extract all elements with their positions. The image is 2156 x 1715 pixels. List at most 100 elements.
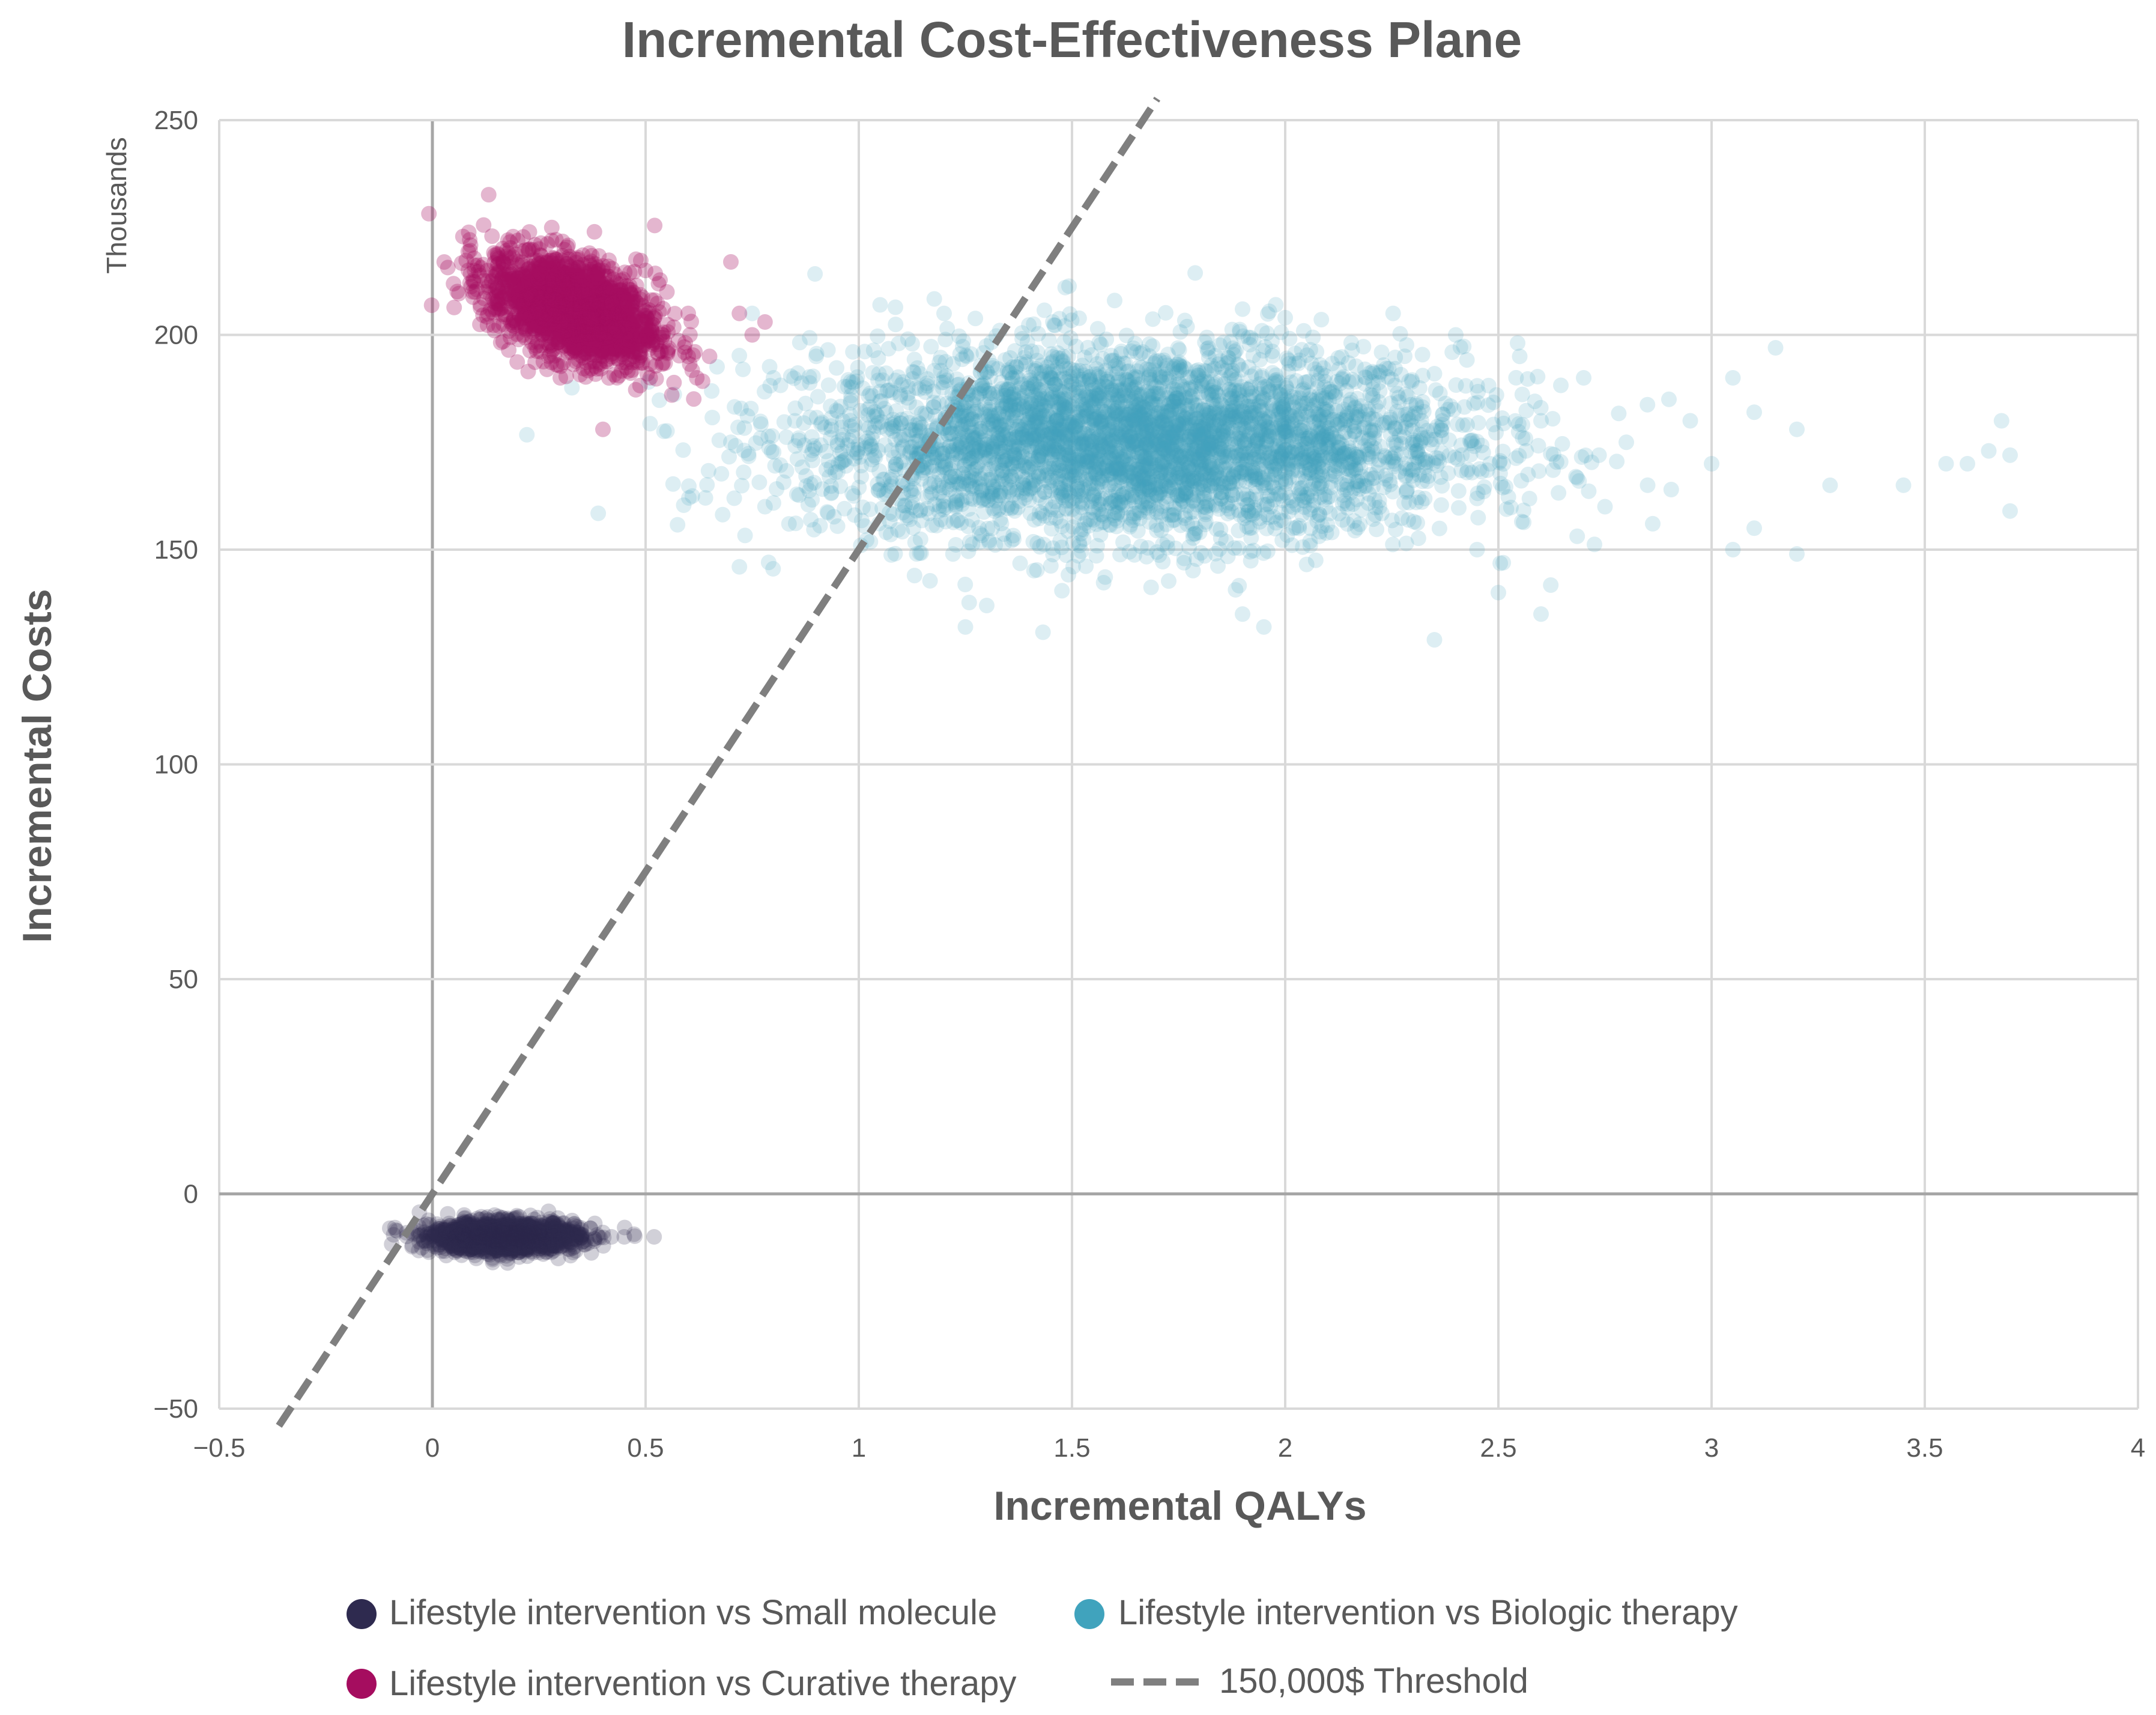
scatter-point — [1044, 425, 1061, 442]
scatter-point — [984, 408, 1000, 424]
scatter-point — [1009, 481, 1025, 497]
scatter-point — [906, 568, 922, 584]
scatter-point — [1131, 481, 1147, 497]
scatter-point — [1163, 402, 1179, 419]
scatter-point — [1367, 507, 1383, 523]
scatter-point — [1224, 321, 1240, 338]
scatter-point — [1143, 579, 1159, 595]
scatter-point — [1319, 401, 1334, 417]
scatter-point — [911, 420, 927, 436]
scatter-point — [1198, 504, 1214, 520]
scatter-point — [1064, 501, 1080, 517]
scatter-point — [986, 479, 1002, 495]
scatter-point — [1246, 332, 1262, 348]
scatter-point — [1004, 499, 1020, 515]
scatter-point — [807, 266, 823, 282]
scatter-point — [963, 454, 979, 470]
scatter-point — [1281, 498, 1297, 514]
scatter-point — [1488, 387, 1504, 403]
scatter-point — [1109, 506, 1125, 522]
scatter-point — [959, 428, 975, 444]
scatter-point — [879, 383, 895, 399]
scatter-point — [790, 433, 807, 448]
scatter-point — [1033, 426, 1049, 442]
scatter-point — [1301, 391, 1318, 407]
scatter-point — [1243, 530, 1259, 546]
scatter-point — [1314, 518, 1330, 534]
scatter-point — [1414, 473, 1431, 490]
scatter-point — [1404, 372, 1420, 388]
scatter-point — [1202, 412, 1218, 428]
scatter-point — [1056, 413, 1072, 429]
scatter-point — [1569, 470, 1585, 486]
scatter-point — [1026, 376, 1042, 392]
scatter-point — [819, 504, 835, 520]
scatter-point — [1106, 395, 1122, 411]
scatter-point — [872, 481, 888, 497]
scatter-point — [1034, 423, 1050, 440]
scatter-point — [1393, 366, 1409, 383]
scatter-point — [1002, 398, 1019, 414]
scatter-point — [1091, 335, 1107, 351]
scatter-point — [1302, 538, 1318, 554]
scatter-point — [899, 509, 915, 526]
scatter-point — [1242, 491, 1258, 507]
scatter-point — [1309, 365, 1325, 381]
scatter-point — [1327, 416, 1343, 433]
scatter-point — [1061, 493, 1077, 509]
scatter-point — [908, 380, 924, 396]
scatter-point — [1181, 474, 1198, 490]
scatter-point — [1182, 428, 1198, 445]
scatter-point — [912, 366, 928, 381]
scatter-point — [981, 386, 998, 402]
scatter-point — [985, 386, 1001, 402]
scatter-point — [1895, 477, 1912, 493]
scatter-point — [1102, 476, 1118, 493]
scatter-point — [1148, 409, 1164, 425]
scatter-point — [1238, 508, 1254, 523]
scatter-point — [1207, 384, 1223, 401]
scatter-point — [977, 396, 993, 413]
scatter-point — [906, 364, 922, 380]
scatter-point — [1071, 488, 1087, 503]
scatter-point — [1102, 451, 1118, 467]
scatter-point — [1139, 424, 1155, 440]
scatter-point — [1236, 433, 1252, 448]
scatter-point — [1124, 435, 1140, 451]
scatter-point — [1044, 472, 1061, 488]
scatter-point — [1217, 460, 1233, 476]
scatter-point — [1428, 450, 1444, 466]
scatter-point — [1274, 411, 1290, 428]
scatter-point — [1363, 438, 1379, 454]
scatter-point — [1129, 377, 1145, 392]
scatter-point — [1039, 386, 1055, 402]
scatter-point — [1181, 429, 1197, 445]
scatter-point — [1152, 439, 1169, 455]
scatter-point — [1289, 445, 1306, 461]
scatter-point — [1267, 388, 1283, 404]
scatter-point — [1385, 434, 1402, 451]
scatter-point — [1198, 423, 1214, 439]
scatter-point — [1312, 475, 1328, 491]
scatter-point — [1396, 495, 1412, 511]
scatter-point — [1080, 339, 1096, 356]
scatter-point — [1029, 353, 1045, 369]
scatter-point — [1006, 531, 1022, 547]
scatter-point — [1264, 448, 1280, 464]
scatter-point — [1364, 390, 1381, 405]
scatter-point — [1031, 448, 1047, 464]
scatter-point — [882, 472, 898, 488]
scatter-point — [901, 426, 917, 442]
grid — [218, 119, 2139, 1410]
scatter-point — [1088, 445, 1104, 461]
scatter-point — [1322, 452, 1338, 468]
scatter-point — [1576, 370, 1591, 386]
scatter-point — [1167, 429, 1183, 445]
scatter-point — [1118, 327, 1134, 344]
scatter-point — [1099, 458, 1115, 475]
scatter-point — [1319, 517, 1336, 533]
scatter-point — [1344, 372, 1360, 388]
scatter-point — [1113, 345, 1129, 362]
scatter-point — [1205, 378, 1222, 395]
scatter-point — [1007, 446, 1023, 462]
